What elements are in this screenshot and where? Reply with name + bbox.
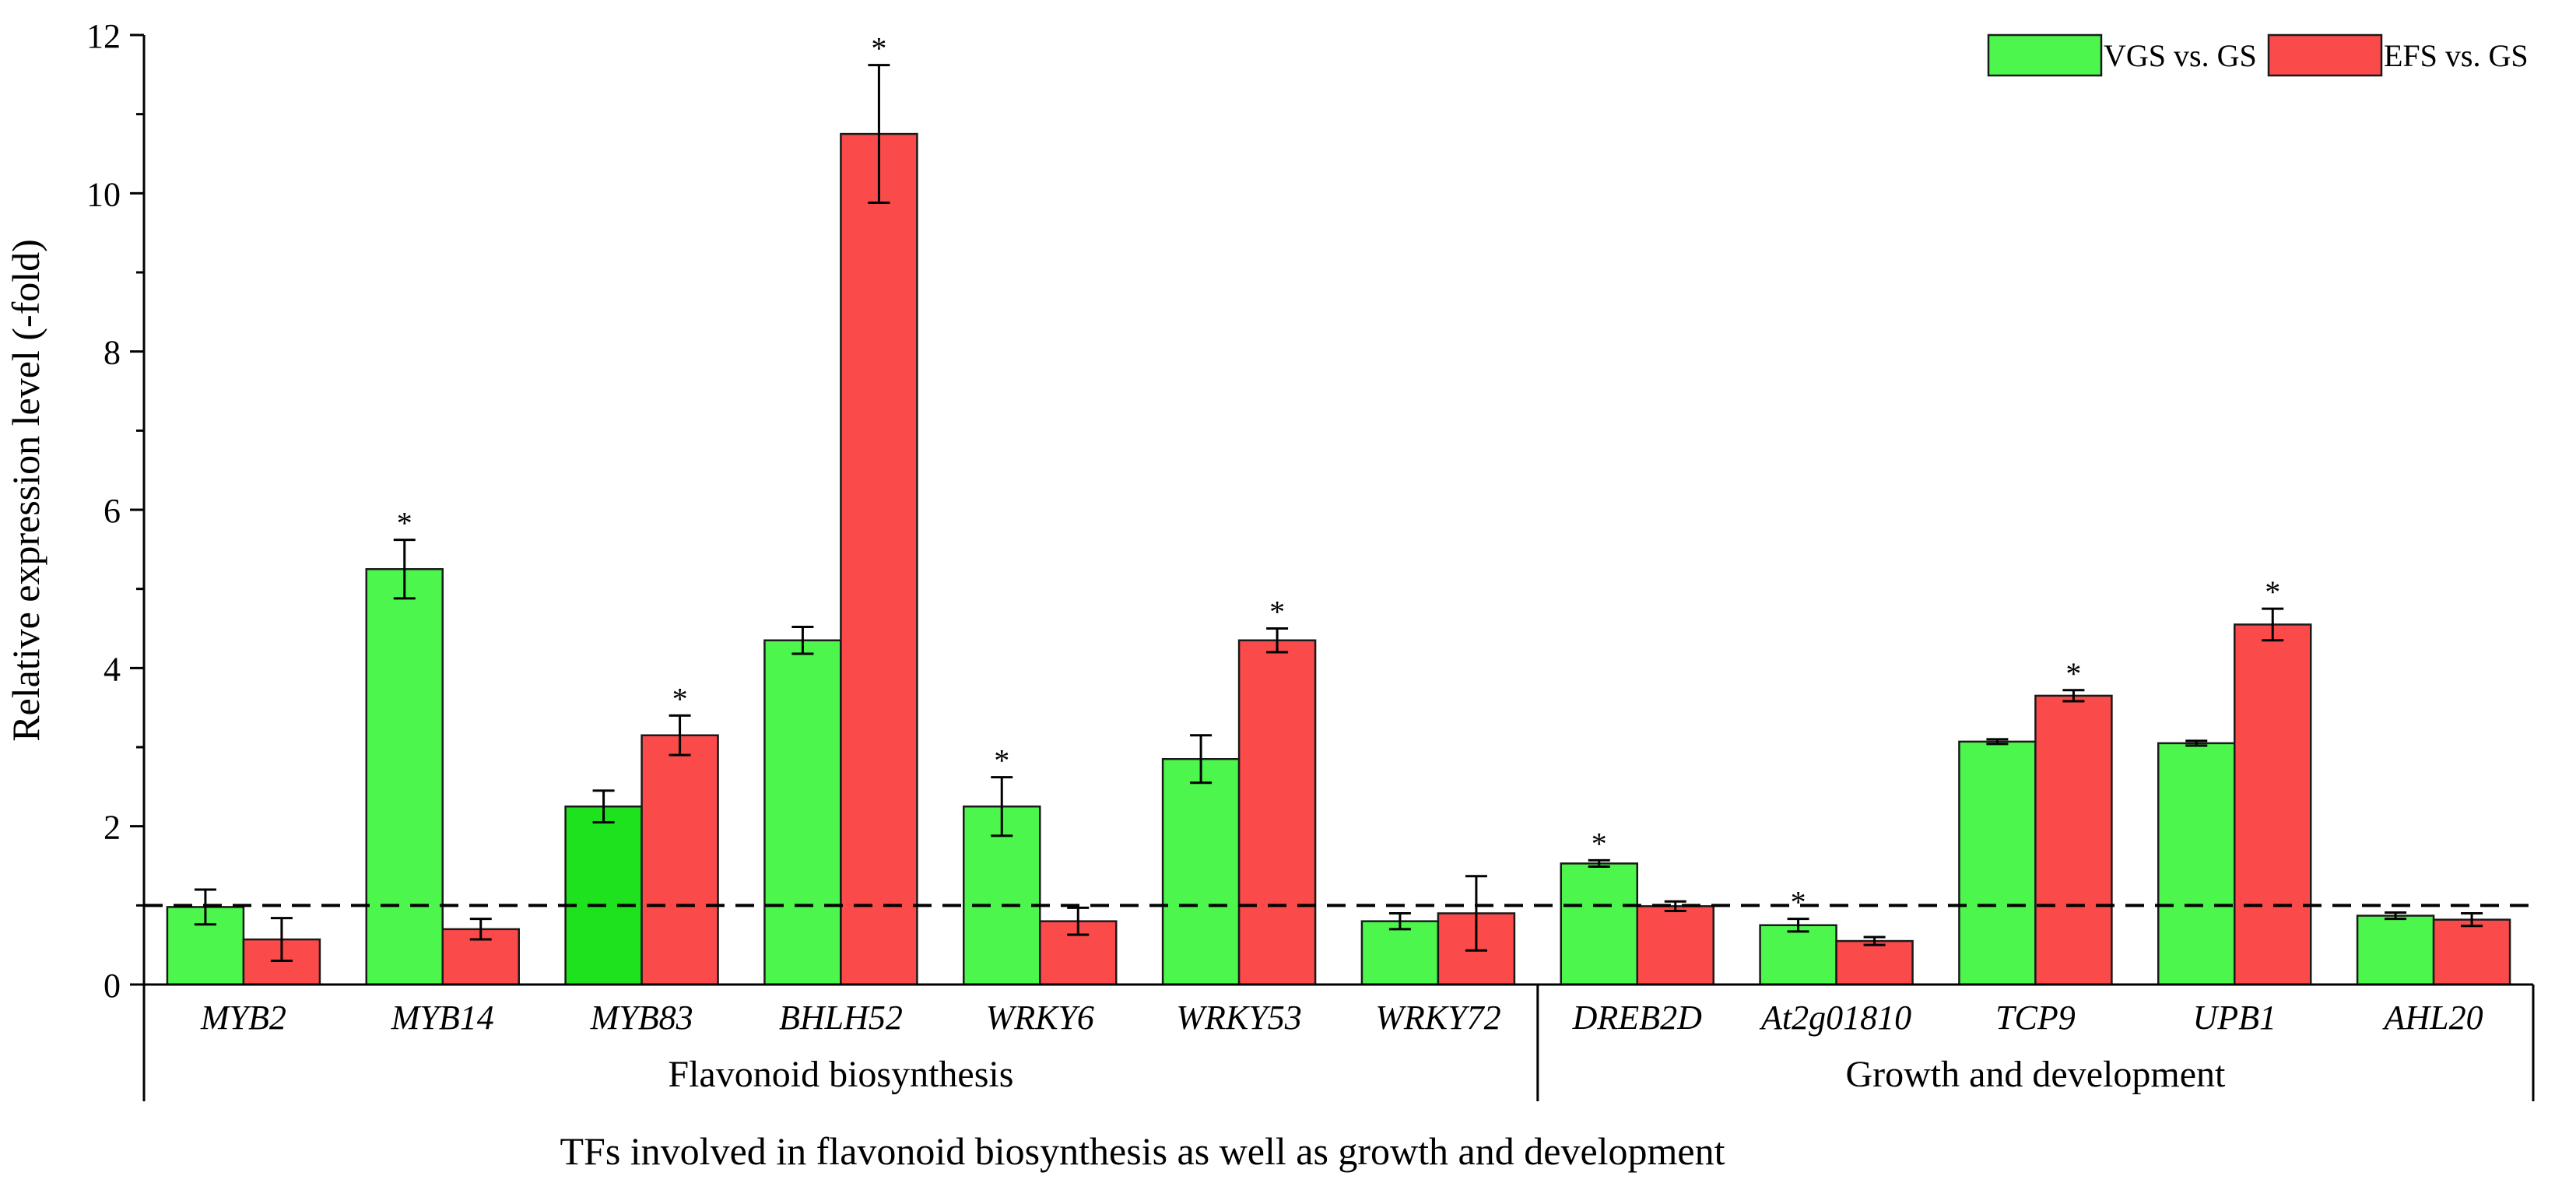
bar-dreb2d-s1: [1636, 905, 1714, 986]
bar-at2g01810-s0: [1759, 924, 1837, 986]
x-tick-label-ahl20: AHL20: [2382, 999, 2483, 1037]
x-tick-label-wrky72: WRKY72: [1375, 999, 1500, 1037]
significance-star: *: [1592, 826, 1607, 861]
bar-dreb2d-s0: [1560, 862, 1638, 986]
legend-swatch-vgs: [1987, 33, 2103, 77]
bar-bhlh52-s1: [840, 132, 918, 986]
x-tick-label-at2g01810: At2g01810: [1759, 999, 1911, 1037]
x-tick-label-upb1: UPB1: [2192, 999, 2276, 1037]
y-tick-label: 2: [104, 809, 121, 847]
y-tick-label: 10: [86, 175, 121, 213]
x-tick-label-wrky6: WRKY6: [986, 999, 1094, 1037]
bar-ahl20-s0: [2356, 914, 2435, 986]
x-tick-label-tcp9: TCP9: [1995, 999, 2076, 1037]
significance-star: *: [2265, 574, 2280, 609]
significance-star: *: [994, 743, 1009, 778]
bar-ahl20-s1: [2432, 918, 2511, 986]
bar-wrky53-s1: [1237, 639, 1317, 986]
y-tick-label: 8: [104, 334, 121, 372]
x-axis-title: TFs involved in flavonoid biosynthesis a…: [560, 1129, 1725, 1173]
bar-myb83-s1: [640, 734, 719, 986]
legend-swatch-efs: [2267, 33, 2383, 77]
bar-myb83-s0: [564, 806, 643, 986]
y-tick-label: 12: [86, 17, 121, 55]
y-tick-label: 4: [104, 650, 121, 688]
bar-myb14-s0: [365, 568, 444, 986]
legend-label-vgs: VGS vs. GS: [2104, 38, 2257, 73]
significance-star: *: [2065, 656, 2081, 691]
group-label-1: Growth and development: [1845, 1054, 2226, 1095]
significance-star: *: [1269, 595, 1285, 630]
bar-at2g01810-s1: [1835, 939, 1914, 986]
bar-bhlh52-s0: [763, 639, 842, 986]
bar-wrky72-s0: [1360, 920, 1440, 986]
x-tick-label-dreb2d: DREB2D: [1572, 999, 1702, 1037]
bar-tcp9-s0: [1958, 740, 2037, 986]
bar-wrky6-s0: [963, 806, 1041, 986]
y-tick-label: 0: [104, 967, 121, 1005]
bar-wrky53-s0: [1161, 758, 1241, 986]
significance-star: *: [397, 506, 412, 541]
legend: VGS vs. GS EFS vs. GS: [1987, 33, 2529, 77]
bar-tcp9-s1: [2034, 694, 2113, 986]
group-label-0: Flavonoid biosynthesis: [668, 1054, 1013, 1095]
x-tick-label-myb2: MYB2: [200, 999, 286, 1037]
x-tick-label-myb14: MYB14: [391, 999, 494, 1037]
legend-label-efs: EFS vs. GS: [2384, 38, 2529, 73]
x-tick-label-wrky53: WRKY53: [1176, 999, 1301, 1037]
bar-upb1-s1: [2234, 623, 2312, 986]
y-axis-label: Relative expression level (-fold): [4, 239, 47, 742]
significance-star: *: [1791, 885, 1806, 920]
significance-star: *: [672, 681, 688, 716]
x-tick-label-myb83: MYB83: [590, 999, 693, 1037]
bar-upb1-s0: [2157, 742, 2236, 986]
x-tick-label-bhlh52: BHLH52: [779, 999, 903, 1037]
significance-star: *: [871, 31, 886, 66]
y-tick-label: 6: [104, 492, 121, 530]
